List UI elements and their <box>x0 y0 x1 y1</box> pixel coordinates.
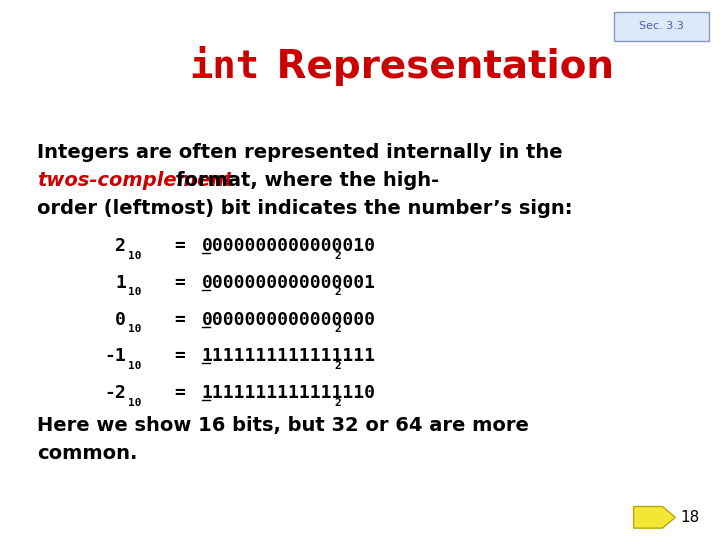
Text: 10: 10 <box>128 287 142 298</box>
Text: =: = <box>174 347 186 365</box>
Text: Here we show 16 bits, but 32 or 64 are more: Here we show 16 bits, but 32 or 64 are m… <box>37 416 529 435</box>
Text: 2: 2 <box>334 361 341 371</box>
Text: 10: 10 <box>128 361 142 371</box>
Text: =: = <box>174 310 186 328</box>
Text: Integers are often represented internally in the: Integers are often represented internall… <box>37 143 563 162</box>
Text: 10: 10 <box>128 397 142 408</box>
Text: 1: 1 <box>115 274 126 292</box>
Text: =: = <box>174 237 186 255</box>
Text: Representation: Representation <box>263 48 613 86</box>
Text: -2: -2 <box>104 384 126 402</box>
Text: 0000000000000000: 0000000000000000 <box>202 310 376 328</box>
Text: order (leftmost) bit indicates the number’s sign:: order (leftmost) bit indicates the numbe… <box>37 199 573 218</box>
Text: 1111111111111111: 1111111111111111 <box>202 347 376 365</box>
Text: 1111111111111110: 1111111111111110 <box>202 384 376 402</box>
Text: =: = <box>174 384 186 402</box>
Text: 0: 0 <box>115 310 126 328</box>
Text: 10: 10 <box>128 251 142 261</box>
Text: 2: 2 <box>334 287 341 298</box>
Text: 2: 2 <box>115 237 126 255</box>
Text: 0000000000000001: 0000000000000001 <box>202 274 376 292</box>
Text: 2: 2 <box>334 324 341 334</box>
Text: Sec. 3.3: Sec. 3.3 <box>639 21 684 31</box>
Text: =: = <box>174 274 186 292</box>
Text: twos-complement: twos-complement <box>37 171 234 190</box>
Text: common.: common. <box>37 444 138 463</box>
Text: int: int <box>189 48 259 86</box>
Text: 2: 2 <box>334 251 341 261</box>
Text: 18: 18 <box>680 510 700 525</box>
Text: 10: 10 <box>128 324 142 334</box>
Text: 0000000000000010: 0000000000000010 <box>202 237 376 255</box>
Text: -1: -1 <box>104 347 126 365</box>
Text: format, where the high-: format, where the high- <box>176 171 439 190</box>
Text: 2: 2 <box>334 397 341 408</box>
